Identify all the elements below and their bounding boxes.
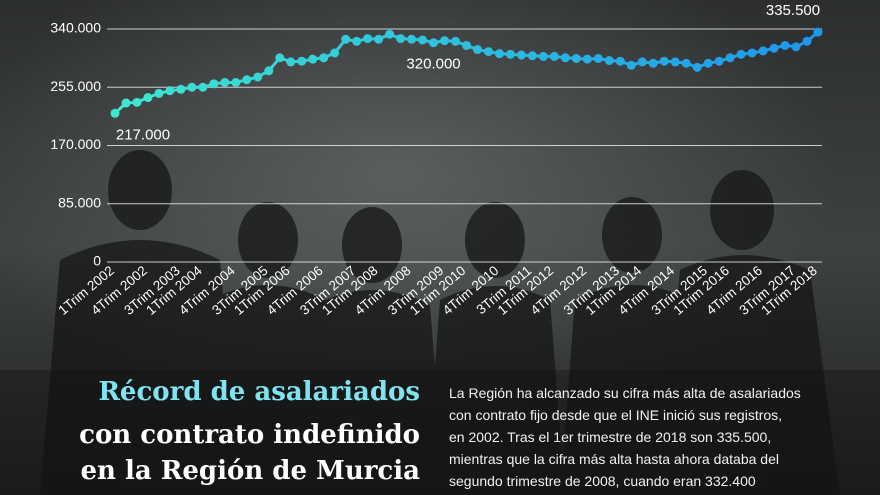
data-point: [747, 48, 757, 58]
data-point: [604, 56, 614, 66]
data-point: [154, 88, 164, 98]
data-point: [429, 38, 439, 48]
data-point: [231, 77, 241, 87]
title-line: Récord de asalariados: [98, 377, 420, 407]
data-point: [758, 46, 768, 56]
y-tick-label: 170.000: [50, 136, 101, 152]
y-tick-label: 255.000: [50, 78, 101, 94]
text-backdrop: [0, 370, 880, 495]
data-point: [571, 53, 581, 63]
data-point: [407, 34, 417, 44]
data-point: [791, 42, 801, 52]
data-point: [505, 49, 515, 59]
data-point: [802, 36, 812, 46]
data-point: [714, 56, 724, 66]
data-point: [780, 40, 790, 50]
data-point: [593, 53, 603, 63]
y-tick-label: 0: [93, 253, 101, 269]
title-line: con contrato indefinido: [79, 420, 420, 450]
data-point: [110, 108, 120, 118]
data-point: [242, 75, 252, 85]
y-tick-label: 85.000: [58, 194, 101, 210]
data-point: [736, 49, 746, 59]
body-text: segundo trimestre de 2008, cuando eran 3…: [449, 473, 756, 489]
data-point: [472, 45, 482, 55]
data-point: [692, 62, 702, 72]
data-point: [418, 35, 428, 45]
data-point: [659, 56, 669, 66]
data-point: [582, 54, 592, 64]
data-point: [483, 47, 493, 57]
data-point: [527, 51, 537, 61]
data-point: [670, 57, 680, 67]
people-silhouettes: [40, 150, 840, 495]
body-text: con contrato fijo desde que el INE inici…: [449, 407, 782, 423]
data-point: [637, 57, 647, 67]
body-text: mientras que la cifra más alta hasta aho…: [449, 451, 779, 467]
y-tick-label: 340.000: [50, 20, 101, 36]
data-point: [494, 49, 504, 59]
data-point: [396, 34, 406, 44]
data-label: 217.000: [116, 126, 170, 143]
data-point: [220, 77, 230, 87]
data-point: [769, 43, 779, 53]
data-point: [538, 51, 548, 61]
data-point: [615, 56, 625, 66]
data-point: [198, 82, 208, 92]
data-point: [549, 51, 559, 61]
data-point: [308, 54, 318, 64]
title-line: en la Región de Murcia: [81, 456, 421, 486]
data-point: [703, 58, 713, 68]
data-point: [813, 27, 823, 37]
data-label: 335.500: [766, 2, 820, 19]
data-point: [725, 53, 735, 63]
data-point: [165, 86, 175, 96]
data-point: [297, 56, 307, 66]
body-text: en 2002. Tras el 1er trimestre de 2018 s…: [449, 429, 771, 445]
data-point: [451, 36, 461, 46]
data-point: [121, 98, 131, 108]
body-text: La Región ha alcanzado su cifra más alta…: [449, 385, 801, 401]
data-point: [516, 50, 526, 60]
data-point: [253, 72, 263, 82]
data-point: [209, 79, 219, 89]
data-point: [319, 53, 329, 63]
data-point: [626, 60, 636, 70]
data-point: [681, 58, 691, 68]
data-point: [363, 34, 373, 44]
data-point: [462, 40, 471, 50]
data-label: 320.000: [406, 56, 460, 73]
data-point: [176, 84, 186, 94]
data-point: [341, 34, 351, 44]
data-point: [187, 82, 197, 92]
data-point: [330, 48, 340, 58]
data-point: [275, 53, 285, 63]
data-point: [440, 36, 450, 46]
data-point: [132, 97, 142, 107]
data-point: [286, 57, 296, 67]
data-point: [385, 29, 395, 39]
data-point: [143, 93, 153, 103]
data-point: [560, 53, 570, 63]
data-point: [648, 58, 658, 68]
data-point: [352, 36, 362, 46]
data-point: [264, 66, 274, 76]
data-point: [374, 34, 384, 44]
